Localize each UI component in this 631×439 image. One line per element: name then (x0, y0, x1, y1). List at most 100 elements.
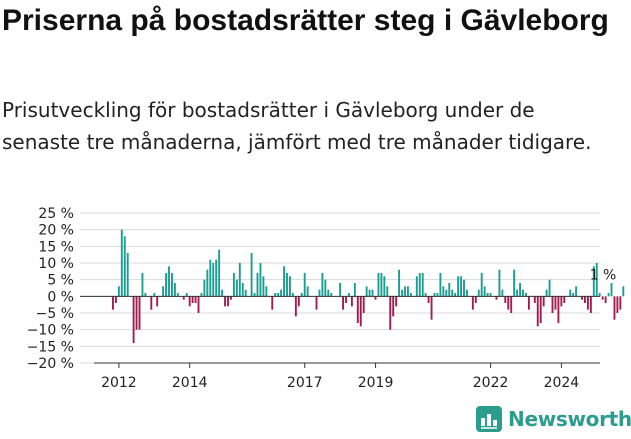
x-tick-label: 2012 (101, 375, 137, 391)
bar (519, 283, 521, 297)
bar (342, 296, 344, 310)
bar (581, 296, 583, 300)
bar (463, 279, 465, 297)
bar (513, 269, 516, 297)
bar (407, 286, 409, 297)
bar (516, 289, 519, 297)
bar (171, 273, 173, 297)
bar (150, 296, 153, 310)
bar (206, 269, 209, 297)
bar (241, 283, 244, 297)
x-tick-label: 2019 (358, 375, 394, 391)
y-tick-label: 20 % (38, 223, 74, 239)
bar (424, 293, 427, 297)
bar (191, 296, 194, 303)
bar (604, 296, 607, 303)
bar (409, 293, 412, 297)
bar (619, 296, 622, 310)
bar (504, 296, 507, 303)
bar (433, 293, 436, 297)
bar (238, 263, 241, 297)
bar (575, 286, 578, 297)
bar (300, 293, 303, 297)
bar (569, 289, 572, 297)
bar (610, 283, 613, 297)
bar (345, 296, 347, 303)
bar (318, 289, 321, 297)
brand-logo: Newsworthy (476, 406, 631, 432)
bar (215, 259, 218, 297)
bar (262, 276, 265, 297)
bar (144, 293, 147, 297)
bar (324, 279, 327, 297)
bar (294, 296, 297, 317)
y-tick-label: −5 % (36, 306, 74, 322)
bar (188, 296, 191, 307)
bar (117, 286, 120, 297)
y-tick-label: −20 % (27, 356, 74, 372)
y-tick-label: 25 % (38, 206, 74, 222)
bar (554, 296, 557, 310)
bar (560, 296, 563, 307)
bar (480, 273, 483, 297)
bar (510, 296, 513, 313)
bar (498, 269, 501, 297)
bar (286, 273, 288, 297)
bar (539, 296, 542, 323)
bar (477, 289, 480, 297)
brand-name: Newsworthy (508, 407, 631, 431)
bar (359, 296, 362, 327)
bar (557, 296, 560, 323)
bar (404, 286, 406, 297)
bar (339, 283, 342, 297)
x-axis: 2012 2014 2017 2019 2022 2024 (94, 362, 600, 391)
bar (548, 279, 551, 297)
bar (545, 289, 548, 297)
bar (598, 293, 601, 297)
bar (212, 263, 215, 297)
y-tick-label: 15 % (38, 239, 74, 255)
bar (595, 263, 598, 297)
bar (327, 289, 330, 297)
bar (221, 289, 224, 297)
bar (291, 293, 294, 297)
bar (259, 263, 262, 297)
bar (430, 296, 433, 320)
bar (203, 279, 206, 297)
bar (271, 296, 274, 310)
bar (197, 296, 200, 313)
bar (265, 286, 268, 297)
y-tick-label: 10 % (38, 256, 74, 272)
bar (306, 286, 309, 297)
bar (253, 293, 256, 297)
bar (173, 283, 176, 297)
y-tick-label: −15 % (27, 339, 74, 355)
bar (507, 296, 510, 310)
bar (274, 293, 277, 297)
y-axis: 25 %20 %15 %10 %5 %0 %−5 %−10 %−15 %−20 … (27, 206, 74, 372)
bar (374, 296, 377, 300)
bar (466, 289, 468, 297)
bar (489, 293, 492, 297)
bar (250, 253, 253, 297)
chart-title: Priserna på bostadsrätter steg i Gävlebo… (2, 4, 609, 37)
bar (522, 289, 524, 297)
bar (283, 266, 285, 297)
bar (525, 293, 527, 297)
x-tick-label: 2024 (544, 375, 580, 391)
bar (218, 249, 221, 297)
newsworthy-icon (476, 406, 502, 432)
bar (551, 296, 554, 313)
bar (141, 273, 144, 297)
bar (362, 296, 365, 313)
bar (613, 296, 616, 320)
bar (132, 296, 135, 343)
bar (395, 296, 398, 307)
bar (200, 293, 203, 297)
bar (451, 289, 454, 297)
y-tick-label: 0 % (47, 289, 74, 305)
bar (460, 276, 462, 297)
bar (542, 296, 545, 307)
bars (112, 229, 625, 343)
bar (607, 293, 610, 297)
